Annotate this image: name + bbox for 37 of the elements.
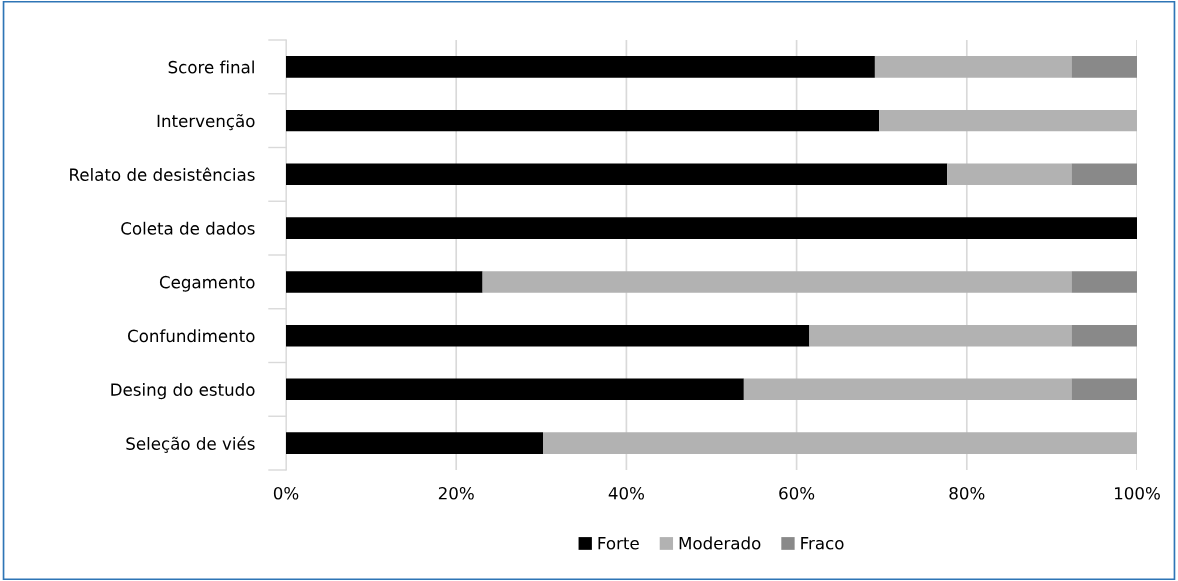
y-tick-label: Relato de desistências [70, 167, 255, 181]
bar [874, 56, 1072, 78]
bar [1071, 324, 1137, 347]
bar [743, 378, 1072, 401]
bar [809, 324, 1072, 347]
bar [1071, 378, 1137, 401]
bar [286, 378, 744, 401]
bar [1071, 271, 1137, 293]
bar [286, 163, 948, 186]
bar [543, 432, 1137, 454]
bar [1071, 56, 1137, 78]
x-tick-label: 60% [779, 486, 815, 500]
bar [286, 324, 810, 347]
y-tick-label: Score final [168, 60, 254, 74]
x-tick-label: 20% [438, 486, 474, 500]
x-tick-label: 0% [273, 486, 299, 500]
x-tick-label: 40% [608, 486, 644, 500]
y-tick-label: Cegamento [159, 275, 255, 292]
y-tick-label: Desing do estudo [111, 383, 255, 400]
y-tick-label: Intervenção [157, 114, 255, 131]
bar [286, 271, 483, 293]
bar [286, 109, 880, 132]
bar [947, 163, 1072, 186]
y-tick-label: Coleta de dados [121, 221, 255, 235]
y-tick-label: Confundimento [127, 329, 255, 343]
bar [482, 271, 1072, 293]
bar [286, 217, 1137, 239]
legend-label: Forte [598, 537, 639, 550]
legend-label: Fraco [801, 537, 844, 550]
bar [879, 109, 1137, 132]
bar [286, 56, 875, 78]
x-tick-label: 100% [1115, 486, 1160, 500]
legend-label: Moderado [679, 536, 761, 550]
bar [1071, 163, 1137, 186]
x-tick-label: 80% [949, 486, 985, 500]
bar [286, 432, 543, 454]
y-tick-label: Seleção de viés [126, 436, 255, 453]
